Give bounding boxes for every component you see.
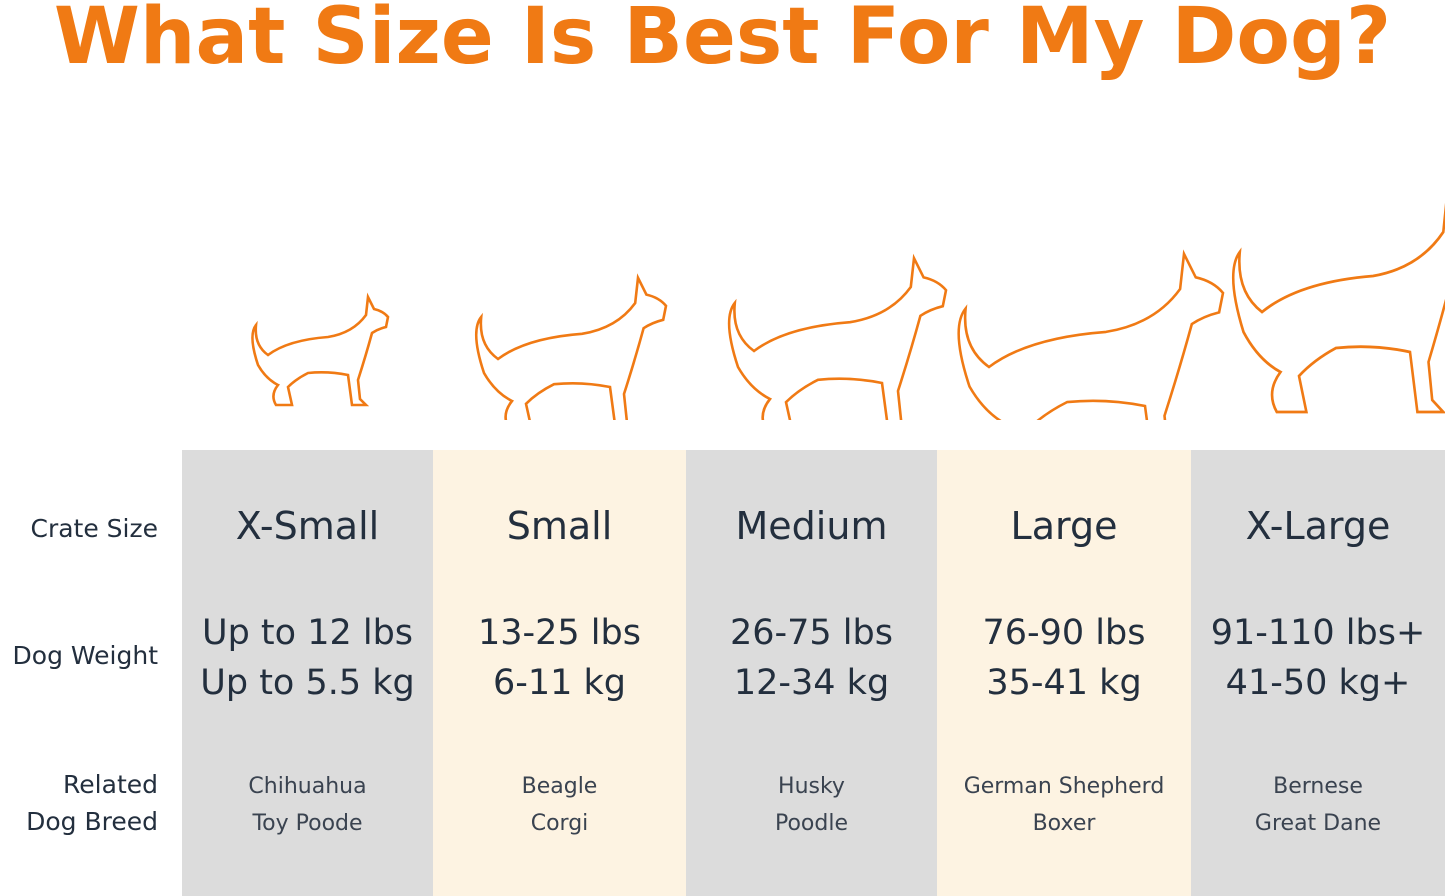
great-dane-outline-icon [1231,202,1445,414]
row-label-dog-weight: Dog Weight [12,641,158,670]
related-breeds: Beagle Corgi [433,768,686,842]
weight-kg: 12-34 kg [733,663,890,703]
crate-size: X-Large [1245,504,1391,548]
weight-kg: Up to 5.5 kg [200,663,415,703]
related-breeds: Chihuahua Toy Poode [182,768,433,842]
breed: Corgi [530,811,589,836]
size-column-x-small: X-Small Up to 12 lbs Up to 5.5 kg Chihuah… [182,450,433,896]
crate-size: Large [1010,504,1118,548]
weight-lbs: 76-90 lbs [982,613,1146,653]
size-column-x-large: X-Large 91-110 lbs+ 41-50 kg+ Bernese Grea… [1191,450,1445,896]
breed: Poodle [774,811,848,836]
breed: Beagle [521,774,598,799]
weight-kg: 35-41 kg [986,663,1142,703]
breed: Great Dane [1254,811,1382,836]
dog-weight: Up to 12 lbs Up to 5.5 kg [182,608,433,708]
dog-weight: 26-75 lbs 12-34 kg [686,608,937,708]
breed: Boxer [1032,811,1096,836]
crate-size: Medium [735,504,888,548]
retriever-outline-icon [957,249,1225,420]
related-breeds: Husky Poodle [686,768,937,842]
husky-outline-icon [727,253,948,420]
dog-weight: 76-90 lbs 35-41 kg [937,608,1191,708]
weight-kg: 41-50 kg+ [1225,663,1411,703]
row-label-related: Related [63,770,158,799]
size-column-large: Large 76-90 lbs 35-41 kg German Shepherd B… [937,450,1191,896]
related-breeds: German Shepherd Boxer [937,768,1191,842]
row-label-dog-breed: Dog Breed [26,807,158,836]
breed: Husky [778,774,845,799]
weight-lbs: 26-75 lbs [729,613,893,653]
crate-size: X-Small [235,504,380,548]
chihuahua-outline-icon [251,292,390,407]
size-column-small: Small 13-25 lbs 6-11 kg Beagle Corgi [433,450,686,896]
breed: Chihuahua [248,774,367,799]
weight-lbs: 91-110 lbs+ [1210,613,1426,653]
dog-weight: 13-25 lbs 6-11 kg [433,608,686,708]
breed: Bernese [1273,774,1363,799]
beagle-outline-icon [474,273,668,420]
breed: German Shepherd [963,774,1165,799]
weight-kg: 6-11 kg [492,663,627,703]
related-breeds: Bernese Great Dane [1191,768,1445,842]
weight-lbs: 13-25 lbs [477,613,641,653]
crate-size: Small [506,504,613,548]
breed: Toy Poode [252,811,363,836]
dog-illustrations [251,202,1445,420]
dog-weight: 91-110 lbs+ 41-50 kg+ [1191,608,1445,708]
weight-lbs: Up to 12 lbs [201,613,414,653]
size-column-medium: Medium 26-75 lbs 12-34 kg Husky Poodle [686,450,937,896]
row-label-crate-size: Crate Size [30,514,158,543]
page-title: What Size Is Best For My Dog? [53,0,1392,82]
